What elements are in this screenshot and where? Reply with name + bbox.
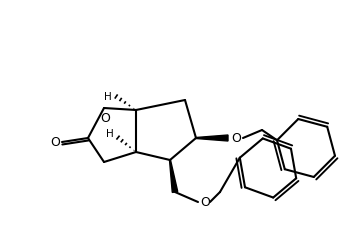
Polygon shape — [196, 135, 228, 141]
Polygon shape — [169, 160, 178, 193]
Text: O: O — [200, 196, 210, 210]
Text: O: O — [50, 135, 60, 149]
Text: H: H — [104, 92, 112, 102]
Text: O: O — [231, 132, 241, 144]
Text: H: H — [106, 129, 114, 139]
Text: O: O — [100, 112, 110, 124]
